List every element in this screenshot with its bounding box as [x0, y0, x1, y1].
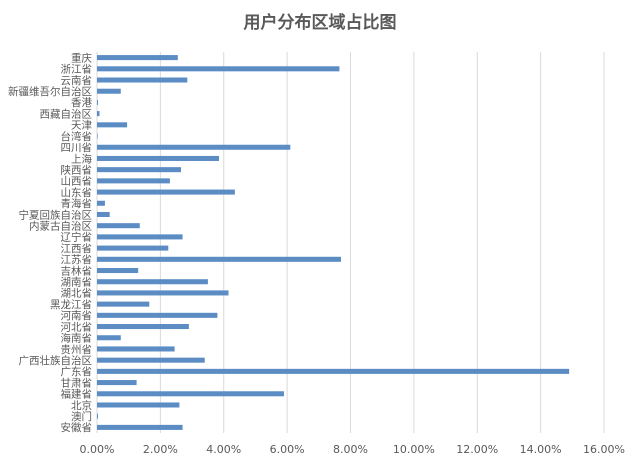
bar — [97, 144, 291, 150]
category-label: 重庆 — [71, 51, 92, 64]
bar — [97, 111, 100, 117]
bar — [97, 402, 180, 408]
category-label: 江苏省 — [61, 253, 93, 266]
x-tick-label: 14.00% — [520, 443, 562, 456]
category-label: 香港 — [71, 97, 92, 109]
category-label: 山西省 — [61, 175, 93, 188]
category-labels: 重庆浙江省云南省新疆维吾尔自治区香港西藏自治区天津台湾省四川省上海陕西省山西省山… — [8, 51, 92, 434]
bar — [97, 290, 229, 296]
x-tick-label: 6.00% — [270, 443, 305, 456]
category-label: 澳门 — [71, 410, 92, 423]
category-label: 湖北省 — [61, 287, 93, 300]
category-label: 北京 — [71, 399, 92, 412]
bar — [97, 155, 219, 161]
category-label: 宁夏回族自治区 — [19, 208, 93, 221]
bar — [97, 256, 341, 262]
category-label: 内蒙古自治区 — [29, 219, 92, 232]
x-tick-label: 8.00% — [333, 443, 368, 456]
category-label: 台湾省 — [61, 130, 93, 143]
bar — [97, 368, 570, 374]
bar — [97, 424, 183, 430]
category-label: 江西省 — [61, 242, 93, 255]
category-label: 陕西省 — [61, 163, 93, 176]
category-label: 青海省 — [61, 197, 93, 210]
bar — [97, 245, 169, 251]
bar — [97, 357, 205, 363]
category-label: 西藏自治区 — [40, 107, 93, 120]
bar — [97, 380, 137, 386]
bar — [97, 335, 121, 341]
bars — [97, 55, 570, 430]
bar — [97, 167, 181, 173]
bar — [97, 391, 284, 397]
category-label: 贵州省 — [61, 343, 93, 356]
category-label: 吉林省 — [61, 264, 93, 277]
category-label: 福建省 — [61, 388, 93, 401]
bar — [97, 77, 188, 83]
category-label: 浙江省 — [61, 63, 93, 76]
bar — [97, 66, 340, 72]
bar — [97, 99, 98, 105]
category-label: 安徽省 — [61, 421, 93, 434]
bar — [97, 55, 178, 61]
gridlines — [96, 52, 605, 433]
bar — [97, 301, 150, 307]
bar — [97, 88, 121, 94]
x-tick-label: 0.00% — [80, 443, 115, 456]
bar — [97, 324, 189, 330]
bar — [97, 200, 105, 206]
bar — [97, 223, 140, 229]
category-label: 黑龙江省 — [50, 298, 92, 311]
bar — [97, 413, 98, 419]
category-label: 甘肃省 — [61, 376, 93, 389]
bar — [97, 133, 98, 139]
x-tick-label: 16.00% — [583, 443, 625, 456]
category-label: 云南省 — [61, 74, 93, 87]
category-label: 广东省 — [61, 365, 93, 378]
bar — [97, 312, 218, 318]
bar — [97, 346, 175, 352]
x-tick-label: 12.00% — [456, 443, 498, 456]
x-axis-tick-labels: 0.00% 2.00% 4.00% 6.00% 8.00% 10.00% 12.00% 14.… — [80, 443, 625, 456]
bar — [97, 234, 183, 240]
category-label: 河南省 — [61, 309, 93, 322]
category-label: 山东省 — [61, 186, 93, 199]
x-tick-label: 4.00% — [206, 443, 241, 456]
category-label: 湖南省 — [61, 276, 93, 289]
bar — [97, 279, 208, 285]
bar — [97, 267, 139, 274]
chart-title: 用户分布区域占比图 — [244, 12, 397, 33]
x-tick-label: 10.00% — [393, 443, 435, 456]
category-label: 辽宁省 — [61, 231, 93, 244]
category-label: 天津 — [71, 120, 92, 132]
bar — [97, 189, 235, 195]
category-label: 上海 — [71, 152, 92, 165]
category-label: 河北省 — [61, 320, 93, 333]
category-label: 新疆维吾尔自治区 — [8, 85, 92, 98]
bar — [97, 211, 110, 218]
bar — [97, 122, 128, 128]
category-label: 海南省 — [61, 332, 93, 345]
category-label: 广西壮族自治区 — [19, 354, 93, 367]
x-tick-label: 2.00% — [143, 443, 178, 456]
bar — [97, 178, 170, 184]
category-label: 四川省 — [61, 141, 93, 154]
